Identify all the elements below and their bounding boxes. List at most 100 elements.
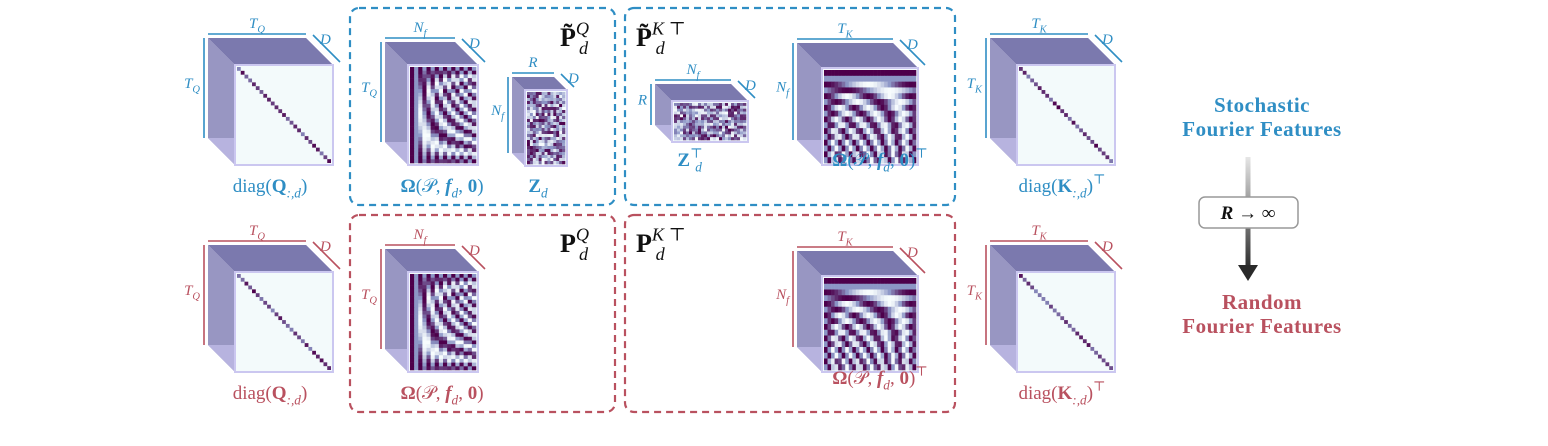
depth-dimension-label: D	[468, 243, 480, 259]
matrix-cell	[471, 140, 477, 145]
matrix-cell	[418, 366, 423, 371]
matrix-cell	[838, 139, 842, 146]
matrix-cell	[471, 103, 477, 108]
matrix-cell	[430, 100, 436, 105]
matrix-cell	[855, 301, 860, 308]
left-dimension-label: TQ	[361, 80, 377, 100]
matrix-cell	[891, 312, 896, 319]
matrix-cell	[538, 113, 542, 117]
matrix-cell	[451, 347, 456, 352]
matrix-cell	[737, 120, 741, 124]
matrix-cell	[418, 151, 423, 156]
matrix-cell	[414, 118, 419, 123]
matrix-cell	[443, 103, 448, 108]
matrix-cell	[418, 155, 423, 160]
diagonal-cell	[1094, 143, 1098, 148]
matrix-cell	[698, 105, 702, 109]
matrix-cell	[467, 325, 473, 330]
matrix-cell	[887, 151, 892, 158]
matrix-cell	[824, 81, 828, 88]
matrix-cell	[722, 134, 726, 138]
matrix-cell	[434, 322, 440, 326]
matrix-cell	[852, 289, 857, 296]
matrix-cell	[698, 125, 702, 129]
matrix-cell	[538, 149, 542, 153]
matrix-cell	[898, 157, 903, 164]
matrix-cell	[447, 296, 452, 301]
matrix-cell	[455, 351, 460, 356]
matrix-cell	[556, 155, 560, 159]
matrix-cell	[870, 306, 874, 313]
matrix-cell	[701, 114, 705, 118]
matrix-cell	[559, 158, 563, 162]
matrix-cell	[677, 105, 681, 109]
matrix-cell	[410, 67, 415, 71]
matrix-cell	[870, 110, 874, 117]
matrix-cell	[905, 99, 910, 106]
matrix-cell	[438, 126, 444, 131]
matrix-cell	[463, 92, 469, 97]
diagonal-cell	[1071, 327, 1076, 332]
matrix-cell	[418, 285, 423, 290]
matrix-cell	[898, 133, 903, 141]
matrix-cell	[866, 157, 871, 164]
matrix-cell	[880, 151, 885, 158]
matrix-cell	[838, 278, 842, 285]
matrix-cell	[451, 358, 456, 363]
matrix-cell	[463, 89, 469, 94]
matrix-cell	[556, 161, 560, 165]
matrix-cell	[824, 70, 828, 77]
matrix-cell	[901, 75, 906, 82]
matrix-cell	[562, 128, 566, 132]
diagonal-cell	[252, 289, 256, 294]
matrix-cell	[912, 122, 917, 129]
matrix-cell	[463, 362, 469, 367]
matrix-cell	[695, 117, 699, 121]
matrix-cell	[722, 125, 726, 129]
matrix-cell	[848, 81, 853, 88]
matrix-cell	[838, 329, 842, 336]
matrix-cell	[467, 111, 473, 116]
matrix-cell	[887, 324, 892, 331]
matrix-cell	[434, 155, 440, 160]
matrix-cell	[704, 111, 708, 115]
matrix-cell	[463, 103, 469, 108]
matrix-cell	[544, 110, 548, 114]
matrix-cell	[455, 303, 460, 308]
matrix-cell	[834, 358, 839, 365]
matrix-cell	[467, 336, 473, 341]
matrix-cell	[438, 362, 444, 367]
matrix-cell	[443, 100, 448, 105]
matrix-cell	[880, 312, 885, 319]
matrix-cell	[859, 358, 864, 365]
matrix-cell	[434, 329, 440, 334]
matrix-cell	[838, 122, 842, 129]
matrix-cell	[414, 67, 419, 71]
matrix-cell	[562, 152, 566, 156]
matrix-cell	[716, 117, 720, 121]
matrix-cell	[740, 122, 744, 127]
matrix-cell	[443, 159, 448, 164]
matrix-cell	[550, 146, 554, 150]
matrix-cell	[547, 140, 551, 144]
diagonal-cell	[278, 109, 283, 114]
matrix-cell	[463, 318, 469, 323]
matrix-cell	[838, 318, 842, 325]
matrix-cell	[898, 364, 903, 371]
matrix-cell	[463, 340, 469, 345]
matrix-cell	[901, 139, 906, 146]
matrix-cell	[529, 98, 534, 102]
matrix-cell	[422, 362, 427, 367]
matrix-cell	[447, 366, 452, 371]
matrix-cell	[418, 115, 423, 119]
matrix-cell	[841, 122, 846, 129]
matrix-cell	[824, 289, 828, 296]
matrix-cell	[901, 157, 906, 164]
matrix-cell	[870, 151, 874, 158]
matrix-cell	[870, 87, 874, 94]
matrix-cell	[527, 143, 531, 147]
matrix-cell	[707, 125, 711, 129]
matrix-cell	[704, 103, 708, 107]
matrix-cell	[695, 125, 699, 129]
